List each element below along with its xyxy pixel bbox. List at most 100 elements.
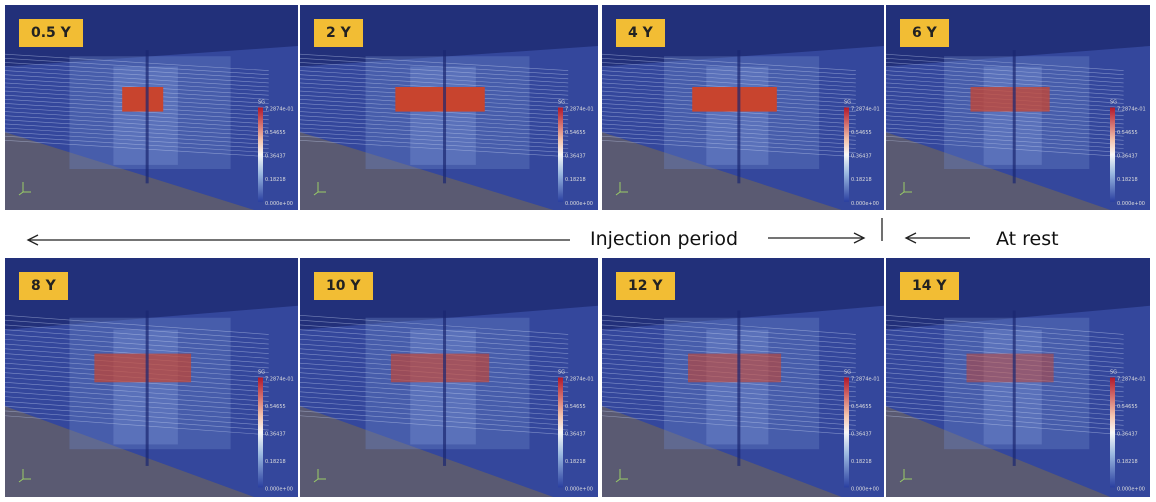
layer-line	[5, 70, 269, 88]
layer-line	[5, 131, 269, 149]
layer-line	[5, 66, 269, 84]
colorbar	[558, 107, 563, 202]
layer-line	[300, 74, 569, 92]
layer-line	[5, 391, 269, 412]
layer-line	[5, 334, 269, 354]
colorbar-label: 7.2874e-01	[1117, 377, 1146, 383]
axes-icon	[313, 182, 326, 196]
layer-line	[300, 415, 569, 436]
layer-line	[5, 410, 269, 431]
layer-line	[602, 338, 856, 359]
layer-line	[602, 66, 856, 84]
plume	[692, 87, 777, 112]
simulation-panel: SG 7.2874e-01 0.54655 0.36437 0.18218 0.000e+…	[602, 258, 884, 497]
axes-icon	[899, 182, 912, 196]
colorbar-label: 0.36437	[265, 431, 286, 437]
layer-line	[300, 115, 569, 133]
plume	[688, 353, 782, 383]
layer-line	[300, 53, 569, 71]
layer-line	[886, 381, 1124, 402]
layer-line	[602, 123, 856, 141]
time-label: 10 Y	[314, 272, 373, 300]
layer-line	[886, 391, 1124, 412]
layer-line	[886, 401, 1124, 421]
layer-line	[886, 140, 1124, 157]
simulation-panel: SG 7.2874e-01 0.54655 0.36437 0.18218 0.000e+…	[886, 258, 1150, 497]
colorbar-label: 0.000e+00	[265, 486, 293, 492]
layer-line	[5, 62, 269, 80]
layer-line	[886, 70, 1124, 88]
layer-line	[886, 377, 1124, 397]
well	[145, 50, 149, 184]
colorbar-label: 0.18218	[265, 459, 286, 465]
floor	[5, 132, 255, 210]
layer-line	[602, 115, 856, 133]
layer-line	[886, 329, 1124, 350]
floor	[602, 132, 842, 210]
layer-line	[602, 70, 856, 88]
layer-line	[300, 405, 569, 426]
layer-line	[886, 338, 1124, 359]
layer-line	[300, 123, 569, 141]
layer-line	[886, 319, 1124, 340]
floor	[602, 406, 842, 497]
colorbar-label: 0.54655	[265, 130, 286, 136]
render: SG7.2874e-01 0.54655 0.36437 0.18218 0.000e+…	[300, 5, 598, 210]
layer-line	[886, 386, 1124, 407]
well	[443, 310, 447, 466]
layer-line	[886, 119, 1124, 137]
top-band	[5, 258, 298, 330]
layer-line	[602, 334, 856, 354]
layer-line	[300, 119, 569, 137]
colorbar-label: 0.18218	[851, 177, 872, 183]
colorbar-label: 0.000e+00	[851, 201, 879, 207]
colorbar	[1110, 107, 1115, 202]
layer-line	[602, 405, 856, 426]
colorbar-title: SG	[1110, 100, 1117, 106]
layer-line	[602, 415, 856, 436]
layer-line	[602, 74, 856, 92]
layer-line	[300, 131, 569, 149]
axes-icon	[615, 469, 628, 483]
simulation-panel: SG 7.2874e-01 0.54655 0.36437 0.18218 0.000e+…	[300, 258, 598, 497]
layer-line	[886, 111, 1124, 129]
layer-line	[5, 386, 269, 407]
layer-line	[5, 381, 269, 402]
plume	[970, 87, 1050, 112]
plume	[395, 87, 485, 112]
colorbar-label: 0.18218	[1117, 177, 1138, 183]
well	[1012, 310, 1016, 466]
layer-line	[886, 334, 1124, 354]
slab	[706, 66, 769, 165]
render: SG7.2874e-01 0.54655 0.36437 0.18218 0.000e+…	[602, 258, 884, 497]
layer-line	[5, 111, 269, 129]
simulation-panel: SG 7.2874e-01 0.54655 0.36437 0.18218 0.000e+…	[602, 5, 884, 210]
layer-line	[886, 410, 1124, 431]
layer-line	[300, 127, 569, 145]
colorbar-title: SG	[1110, 370, 1117, 376]
layer-line	[602, 391, 856, 412]
colorbar-title: SG	[558, 100, 565, 106]
layer-line	[886, 131, 1124, 149]
layer-line	[300, 315, 569, 335]
colorbar-label: 0.36437	[851, 431, 872, 437]
colorbar-label: 7.2874e-01	[265, 377, 294, 383]
layer-line	[5, 58, 269, 75]
colorbar-title: SG	[258, 370, 265, 376]
layer-line	[602, 58, 856, 75]
layer-line	[602, 319, 856, 340]
layer-line	[5, 338, 269, 359]
colorbar-label: 0.54655	[265, 404, 286, 410]
colorbar	[1110, 377, 1115, 488]
layer-line	[5, 324, 269, 345]
colorbar-label: 7.2874e-01	[565, 107, 594, 113]
colorbar-label: 0.000e+00	[1117, 486, 1145, 492]
colorbar-label: 0.18218	[565, 459, 586, 465]
layer-line	[5, 123, 269, 141]
colorbar-label: 7.2874e-01	[1117, 107, 1146, 113]
layer-line	[300, 391, 569, 412]
layer-line	[300, 70, 569, 88]
layer-line	[300, 135, 569, 153]
top-band	[300, 258, 598, 330]
layer-line	[886, 135, 1124, 153]
